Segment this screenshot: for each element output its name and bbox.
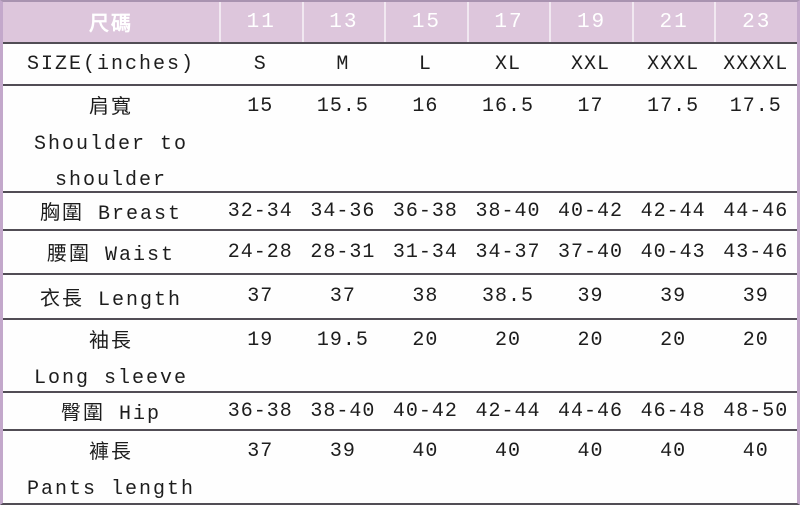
shoulder-row-value-11: 15 <box>247 95 274 118</box>
length-row-value-13: 37 <box>329 285 356 308</box>
waist-row-value-11: 24-28 <box>227 240 293 264</box>
hip-row-value-23: 48-50 <box>723 399 789 423</box>
waist-row-label: 腰圍 Waist <box>3 231 219 273</box>
hip-row-value-21: 46-48 <box>640 399 706 423</box>
header-size-label-text: 尺碼 <box>89 14 133 37</box>
table-body: SIZE(inches) S M L XL XXL XXXL XXXXL 肩寬 Shoulder … <box>3 42 797 503</box>
size-row-value-11: S <box>253 52 267 76</box>
pants-row-value-21: 40 <box>660 440 687 463</box>
breast-row-value-13: 34-36 <box>310 199 376 223</box>
sleeve-row: 袖長 Long sleeve 19 19.5 20 20 20 20 20 <box>3 318 797 391</box>
breast-row-value-21: 42-44 <box>640 199 706 223</box>
shoulder-row-label: 肩寬 Shoulder to shoulder <box>3 86 219 199</box>
label-line: 胸圍 Breast <box>39 203 182 226</box>
header-size-23: 23 <box>714 2 797 42</box>
sleeve-row-value-21: 20 <box>660 329 687 352</box>
sleeve-row-value-23: 20 <box>742 329 769 352</box>
header-size-19: 19 <box>549 2 632 42</box>
shoulder-row: 肩寬 Shoulder to shoulder 15 15.5 16 16.5 17 17.5 1… <box>3 84 797 192</box>
sleeve-row-value-11: 19 <box>247 329 274 352</box>
sleeve-row-label: 袖長 Long sleeve <box>3 320 219 397</box>
hip-row-label: 臀圍 Hip <box>3 393 219 429</box>
breast-row-value-17: 38-40 <box>475 199 541 223</box>
size-row: SIZE(inches) S M L XL XXL XXXL XXXXL <box>3 42 797 84</box>
hip-row-value-17: 42-44 <box>475 399 541 423</box>
pants-row-value-13: 39 <box>329 440 356 463</box>
header-size-11: 11 <box>219 2 302 42</box>
length-row: 衣長 Length 37 37 38 38.5 39 39 39 <box>3 273 797 318</box>
label-line: shoulder <box>54 169 167 192</box>
shoulder-row-value-13: 15.5 <box>316 95 369 118</box>
label-line: 腰圍 Waist <box>46 244 175 267</box>
breast-row-value-15: 36-38 <box>392 199 458 223</box>
size-row-value-17: XL <box>494 52 521 76</box>
header-size-label: 尺碼 <box>3 2 219 42</box>
size-row-value-13: M <box>336 52 350 76</box>
label-line: SIZE(inches) <box>26 52 196 76</box>
length-row-value-11: 37 <box>247 285 274 308</box>
pants-row-value-17: 40 <box>494 440 521 463</box>
size-row-value-23: XXXXL <box>723 52 789 76</box>
breast-row-value-11: 32-34 <box>227 199 293 223</box>
waist-row-value-19: 37-40 <box>558 240 624 264</box>
length-row-label: 衣長 Length <box>3 275 219 318</box>
hip-row-value-15: 40-42 <box>392 399 458 423</box>
size-row-value-15: L <box>418 52 432 76</box>
pants-row-label: 褲長 Pants length <box>3 431 219 503</box>
header-size-17: 17 <box>466 2 550 42</box>
sleeve-row-value-17: 20 <box>494 329 521 352</box>
header-size-15: 15 <box>384 2 467 42</box>
pants-row-value-11: 37 <box>247 440 274 463</box>
waist-row-value-15: 31-34 <box>392 240 458 264</box>
shoulder-row-value-17: 16.5 <box>481 95 534 118</box>
hip-row-value-19: 44-46 <box>558 399 624 423</box>
hip-row-value-11: 36-38 <box>227 399 293 423</box>
label-line: Long sleeve <box>33 367 189 390</box>
waist-row-value-21: 40-43 <box>640 240 706 264</box>
pants-row-value-23: 40 <box>742 440 769 463</box>
header-row: 尺碼 11 13 15 17 19 21 23 <box>3 2 797 42</box>
length-row-value-15: 38 <box>412 285 439 308</box>
waist-row-value-23: 43-46 <box>723 240 789 264</box>
breast-row-value-19: 40-42 <box>558 199 624 223</box>
breast-row: 胸圍 Breast 32-34 34-36 36-38 38-40 40-42 42-44 4… <box>3 191 797 229</box>
length-row-value-21: 39 <box>660 285 687 308</box>
hip-row: 臀圍 Hip 36-38 38-40 40-42 42-44 44-46 46-48 48-5… <box>3 391 797 429</box>
waist-row-value-13: 28-31 <box>310 240 376 264</box>
shoulder-row-value-15: 16 <box>412 95 439 118</box>
pants-row-value-19: 40 <box>577 440 604 463</box>
pants-row-value-15: 40 <box>412 440 439 463</box>
label-line: 臀圍 Hip <box>60 403 161 426</box>
sleeve-row-value-13: 19.5 <box>316 329 369 352</box>
shoulder-row-value-19: 17 <box>577 95 604 118</box>
label-line: Shoulder to <box>33 133 189 156</box>
label-line: 肩寬 <box>89 97 133 120</box>
label-line: 袖長 <box>89 331 133 354</box>
sleeve-row-value-19: 20 <box>577 329 604 352</box>
shoulder-row-value-23: 17.5 <box>729 95 782 118</box>
label-line: Pants length <box>26 478 196 501</box>
label-line: 衣長 Length <box>39 288 182 312</box>
length-row-value-23: 39 <box>742 285 769 308</box>
label-line: 褲長 <box>89 442 133 465</box>
waist-row: 腰圍 Waist 24-28 28-31 31-34 34-37 37-40 40-43 43… <box>3 229 797 273</box>
breast-row-value-23: 44-46 <box>723 199 789 223</box>
length-row-value-19: 39 <box>577 285 604 308</box>
header-size-21: 21 <box>631 2 715 42</box>
header-size-13: 13 <box>301 2 385 42</box>
pants-row: 褲長 Pants length 37 39 40 40 40 40 40 <box>3 429 797 503</box>
length-row-value-17: 38.5 <box>481 285 534 308</box>
size-row-label: SIZE(inches) <box>3 44 219 84</box>
hip-row-value-13: 38-40 <box>310 399 376 423</box>
waist-row-value-17: 34-37 <box>475 240 541 264</box>
sleeve-row-value-15: 20 <box>412 329 439 352</box>
size-row-value-21: XXXL <box>647 52 700 76</box>
shoulder-row-value-21: 17.5 <box>647 95 700 118</box>
size-row-value-19: XXL <box>571 52 611 76</box>
breast-row-label: 胸圍 Breast <box>3 193 219 229</box>
